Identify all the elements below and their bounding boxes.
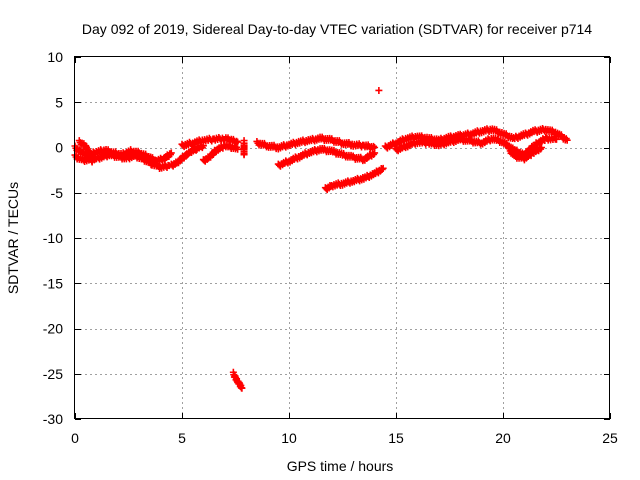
y-tick-label: -20 <box>43 321 63 337</box>
y-tick-label: -10 <box>43 230 63 246</box>
data-point <box>370 142 378 150</box>
data-point <box>240 151 248 159</box>
x-tick-label: 20 <box>495 430 511 446</box>
data-points <box>71 86 571 392</box>
data-point <box>553 135 560 143</box>
y-tick-label: -5 <box>51 185 64 201</box>
data-point <box>375 86 383 94</box>
data-point <box>371 149 379 157</box>
data-point <box>238 384 246 392</box>
x-tick-label: 0 <box>71 430 79 446</box>
x-tick-label: 5 <box>178 430 186 446</box>
x-tick-label: 15 <box>388 430 404 446</box>
data-point <box>379 164 387 172</box>
data-point <box>234 145 242 153</box>
chart-title: Day 092 of 2019, Sidereal Day-to-day VTE… <box>82 21 592 37</box>
data-point <box>233 137 241 145</box>
data-point <box>563 136 571 144</box>
data-point <box>167 149 175 157</box>
grid-lines <box>75 57 610 419</box>
data-point <box>234 138 242 146</box>
y-tick-label: -30 <box>43 411 63 427</box>
y-tick-label: -25 <box>43 366 63 382</box>
data-point <box>88 158 96 166</box>
data-point <box>378 165 386 173</box>
plot-frame <box>74 56 610 419</box>
y-tick-label: -15 <box>43 275 63 291</box>
x-tick-label: 25 <box>602 430 618 446</box>
y-axis-label: SDTVAR / TECUs <box>5 182 21 294</box>
y-tick-label: 5 <box>55 94 63 110</box>
x-axis-label: GPS time / hours <box>287 458 394 474</box>
tick-labels: 0 5 10 15 20 25 -30 -25 -20 -15 -10 -5 0 5 10 <box>43 49 618 446</box>
data-point <box>538 144 546 151</box>
x-tick-label: 10 <box>281 430 297 446</box>
y-tick-label: 0 <box>55 140 63 156</box>
y-tick-label: 10 <box>47 49 63 65</box>
